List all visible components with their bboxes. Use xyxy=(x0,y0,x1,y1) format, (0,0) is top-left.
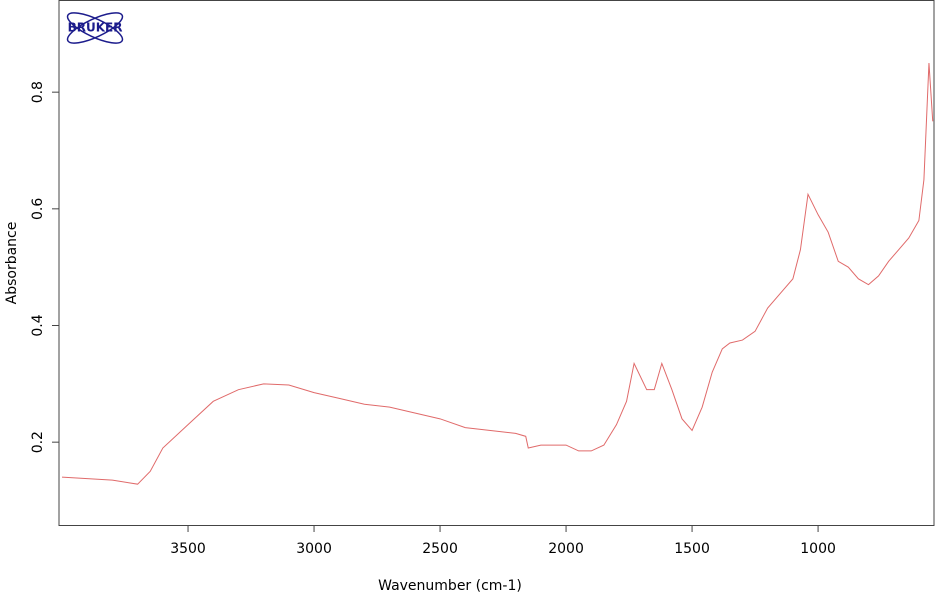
y-tick-label: 0.4 xyxy=(30,314,46,336)
x-axis-label: Wavenumber (cm-1) xyxy=(378,578,522,594)
x-tick-label: 1000 xyxy=(800,541,836,557)
y-tick-label: 0.6 xyxy=(30,198,46,220)
logo-text: BRUKER xyxy=(68,21,123,35)
y-tick-label: 0.8 xyxy=(30,81,46,103)
y-tick-label: 0.2 xyxy=(30,431,46,453)
x-tick-label: 2000 xyxy=(548,541,584,557)
x-tick-label: 3000 xyxy=(296,541,332,557)
x-tick-label: 2500 xyxy=(422,541,458,557)
logo: BRUKER xyxy=(66,12,124,44)
plot-frame xyxy=(58,0,935,526)
spectrum-line xyxy=(61,62,934,485)
x-tick-label: 1500 xyxy=(674,541,710,557)
y-axis-label: Absorbance xyxy=(4,222,20,305)
x-tick-label: 3500 xyxy=(170,541,206,557)
